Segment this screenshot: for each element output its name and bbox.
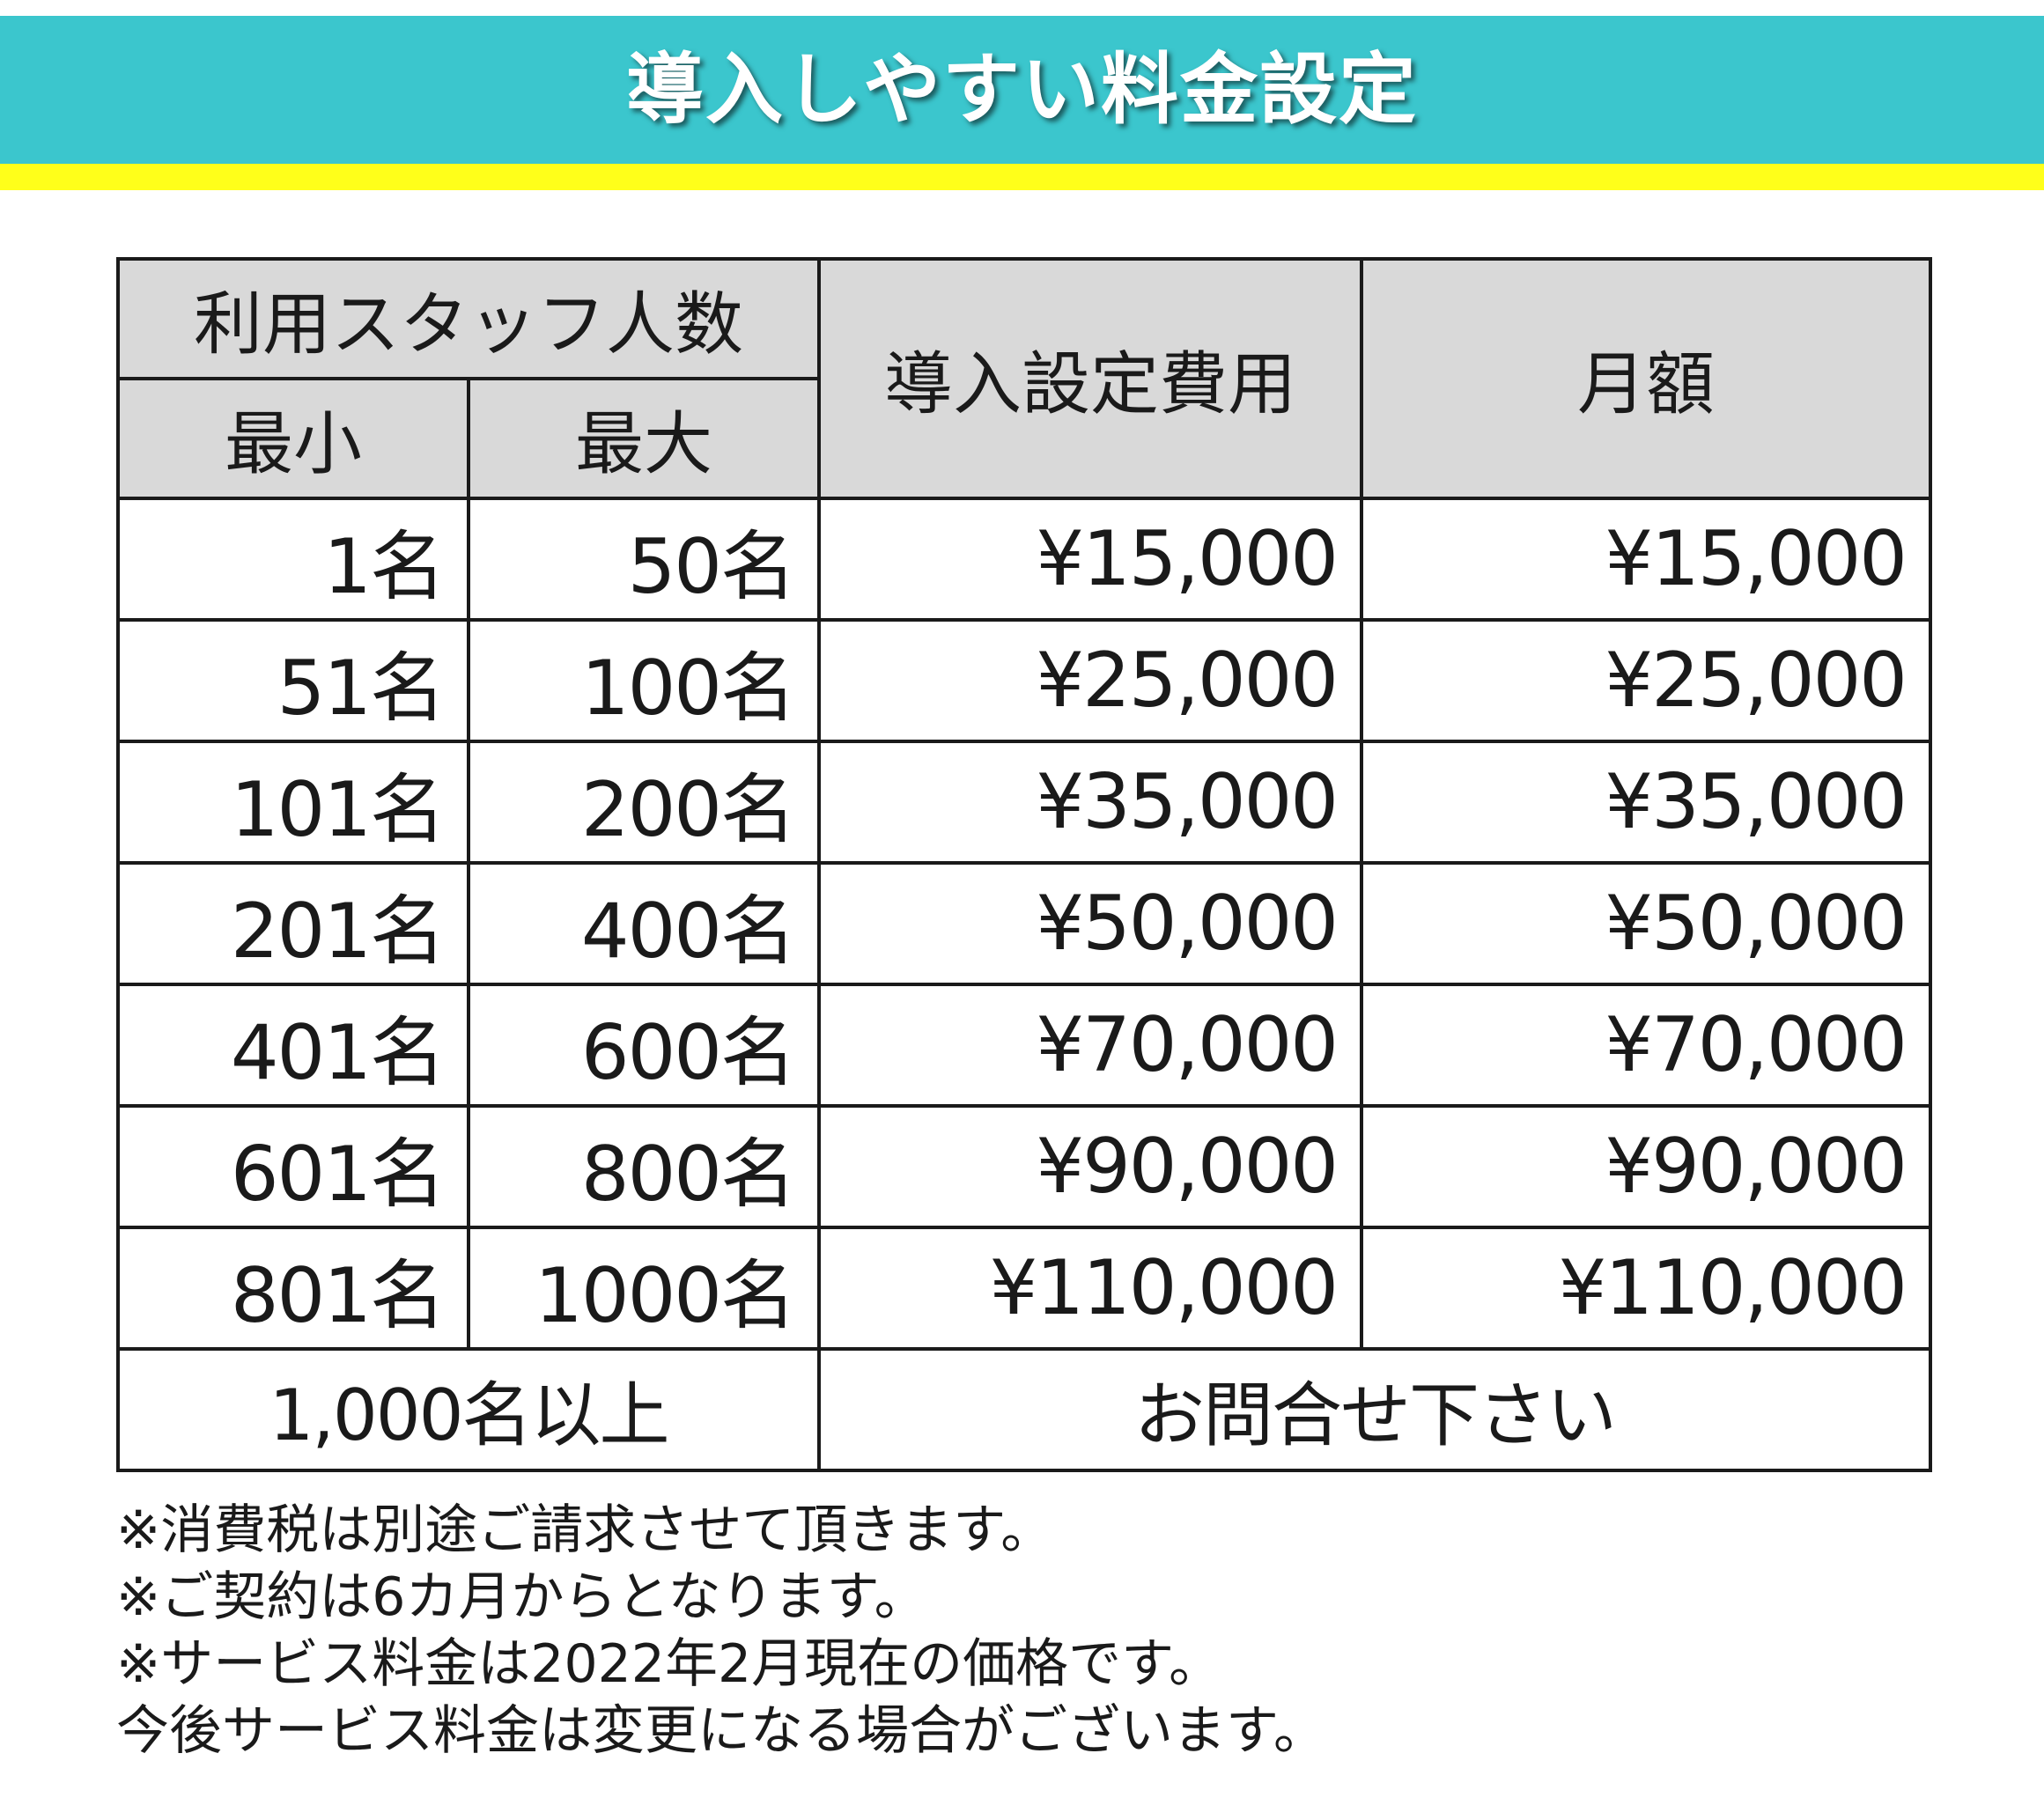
- header-monthly: 月額: [1360, 257, 1933, 500]
- table-row: 51名 100名 ¥25,000 ¥25,000: [116, 618, 1933, 743]
- cell-max: 200名: [466, 740, 822, 865]
- cell-max: 800名: [466, 1104, 822, 1229]
- note-price-change: 今後サービス料金は変更になる場合がございます。: [116, 1700, 1326, 1762]
- cell-min: 601名: [116, 1104, 470, 1229]
- cell-setup-fee: ¥25,000: [817, 618, 1364, 743]
- cell-monthly: ¥15,000: [1360, 497, 1933, 622]
- pricing-table: 利用スタッフ人数 導入設定費用 月額 最小 最大 1名 50名 ¥15,000 …: [115, 257, 1933, 1472]
- cell-max: 1000名: [466, 1226, 822, 1351]
- cell-max: 400名: [466, 861, 822, 986]
- table-row-contact: 1,000名以上 お問合せ下さい: [115, 1347, 1933, 1472]
- cell-setup-fee: ¥50,000: [817, 861, 1364, 986]
- cell-monthly: ¥35,000: [1360, 740, 1933, 865]
- header-min: 最小: [116, 377, 470, 500]
- cell-monthly: ¥25,000: [1360, 618, 1933, 743]
- header-staff-count: 利用スタッフ人数: [115, 257, 822, 380]
- cell-setup-fee: ¥15,000: [817, 497, 1364, 622]
- table-row: 1名 50名 ¥15,000 ¥15,000: [116, 497, 1933, 622]
- cell-max: 600名: [466, 983, 822, 1108]
- cell-monthly: ¥70,000: [1360, 983, 1933, 1108]
- table-row: 601名 800名 ¥90,000 ¥90,000: [116, 1104, 1933, 1229]
- title-banner: [0, 16, 2044, 164]
- cell-setup-fee: ¥35,000: [817, 740, 1364, 865]
- cell-monthly: ¥90,000: [1360, 1104, 1933, 1229]
- banner-stripe: [0, 164, 2044, 190]
- note-contract: ※ご契約は6カ月からとなります。: [116, 1566, 927, 1628]
- cell-monthly: ¥50,000: [1360, 861, 1933, 986]
- cell-min: 401名: [116, 983, 470, 1108]
- table-row: 101名 200名 ¥35,000 ¥35,000: [116, 740, 1933, 865]
- header-max: 最大: [466, 377, 822, 500]
- note-price-date: ※サービス料金は2022年2月現在の価格です。: [116, 1633, 1222, 1695]
- cell-contact: お問合せ下さい: [817, 1347, 1933, 1472]
- table-row: 401名 600名 ¥70,000 ¥70,000: [116, 983, 1933, 1108]
- page-title: 導入しやすい料金設定: [625, 44, 1419, 135]
- cell-min: 801名: [116, 1226, 470, 1351]
- cell-monthly: ¥110,000: [1360, 1226, 1933, 1351]
- table-row: 801名 1000名 ¥110,000 ¥110,000: [116, 1226, 1933, 1351]
- cell-setup-fee: ¥110,000: [817, 1226, 1364, 1351]
- cell-min: 1名: [116, 497, 470, 622]
- note-tax: ※消費税は別途ご請求させて頂きます。: [116, 1499, 1054, 1561]
- cell-range-over: 1,000名以上: [115, 1347, 822, 1472]
- cell-setup-fee: ¥90,000: [817, 1104, 1364, 1229]
- cell-min: 101名: [116, 740, 470, 865]
- table-row: 201名 400名 ¥50,000 ¥50,000: [116, 861, 1933, 986]
- cell-min: 201名: [116, 861, 470, 986]
- cell-max: 50名: [466, 497, 822, 622]
- notes: ※消費税は別途ご請求させて頂きます。 ※ご契約は6カ月からとなります。 ※サービ…: [116, 1497, 1966, 1764]
- cell-setup-fee: ¥70,000: [817, 983, 1364, 1108]
- cell-min: 51名: [116, 618, 470, 743]
- cell-max: 100名: [466, 618, 822, 743]
- header-setup-fee: 導入設定費用: [817, 257, 1364, 500]
